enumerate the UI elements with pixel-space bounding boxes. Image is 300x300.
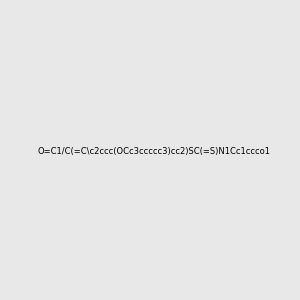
Text: O=C1/C(=C\c2ccc(OCc3ccccc3)cc2)SC(=S)N1Cc1ccco1: O=C1/C(=C\c2ccc(OCc3ccccc3)cc2)SC(=S)N1C…: [37, 147, 270, 156]
